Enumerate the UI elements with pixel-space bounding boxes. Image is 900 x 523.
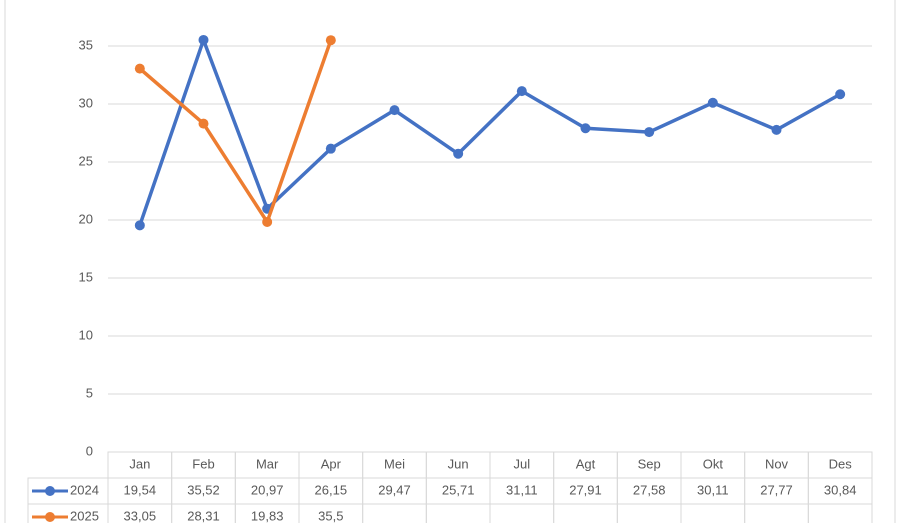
table-value: 30,84: [824, 482, 857, 497]
y-tick-label: 15: [79, 269, 93, 284]
data-point: [389, 105, 400, 116]
table-value: 28,31: [187, 508, 220, 523]
y-tick-label: 10: [79, 327, 93, 342]
legend-marker: [45, 486, 55, 496]
table-value: 19,83: [251, 508, 284, 523]
table-cell: [807, 503, 873, 523]
table-value: 20,97: [251, 482, 284, 497]
data-point: [707, 97, 718, 108]
data-point: [262, 216, 273, 227]
y-tick-label: 0: [86, 443, 93, 458]
data-point: [580, 123, 591, 134]
x-tick-label: Apr: [321, 456, 342, 471]
table-value: 35,52: [187, 482, 220, 497]
table-value: 19,54: [124, 482, 157, 497]
table-value: 29,47: [378, 482, 411, 497]
data-point: [198, 34, 209, 45]
data-point: [325, 35, 336, 46]
series-line: [138, 38, 842, 226]
data-point: [516, 86, 527, 97]
table-value: 35,5: [318, 508, 343, 523]
data-point: [835, 89, 846, 100]
table-value: 27,77: [760, 482, 793, 497]
table-value: 27,91: [569, 482, 602, 497]
x-tick-label: Agt: [576, 456, 596, 471]
y-tick-label: 25: [79, 153, 93, 168]
x-tick-label: Jun: [448, 456, 469, 471]
data-point: [134, 220, 145, 231]
chart-frame: [4, 0, 896, 523]
y-tick-label: 30: [79, 95, 93, 110]
x-tick-label: Mei: [384, 456, 405, 471]
table-value: 27,58: [633, 482, 666, 497]
data-point: [134, 63, 145, 74]
data-point: [644, 127, 655, 138]
y-tick-label: 5: [86, 385, 93, 400]
data-point: [453, 148, 464, 159]
table-value: 33,05: [124, 508, 157, 523]
data-point: [771, 124, 782, 135]
y-tick-label: 20: [79, 211, 93, 226]
y-tick-label: 35: [79, 37, 93, 52]
legend-marker: [45, 512, 55, 522]
legend-label: 2025: [70, 508, 99, 523]
series-line: [138, 39, 333, 224]
x-tick-label: Feb: [192, 456, 214, 471]
table-value: 25,71: [442, 482, 475, 497]
x-tick-label: Sep: [638, 456, 661, 471]
x-tick-label: Jul: [514, 456, 531, 471]
table-value: 30,11: [697, 482, 729, 497]
data-point: [198, 118, 209, 129]
x-tick-label: Jan: [129, 456, 150, 471]
x-tick-label: Nov: [765, 456, 789, 471]
table-value: 26,15: [315, 482, 348, 497]
x-tick-label: Des: [829, 456, 853, 471]
legend-label: 2024: [70, 482, 99, 497]
x-tick-label: Mar: [256, 456, 279, 471]
table-value: 31,11: [506, 482, 538, 497]
x-tick-label: Okt: [703, 456, 724, 471]
data-point: [325, 143, 336, 154]
